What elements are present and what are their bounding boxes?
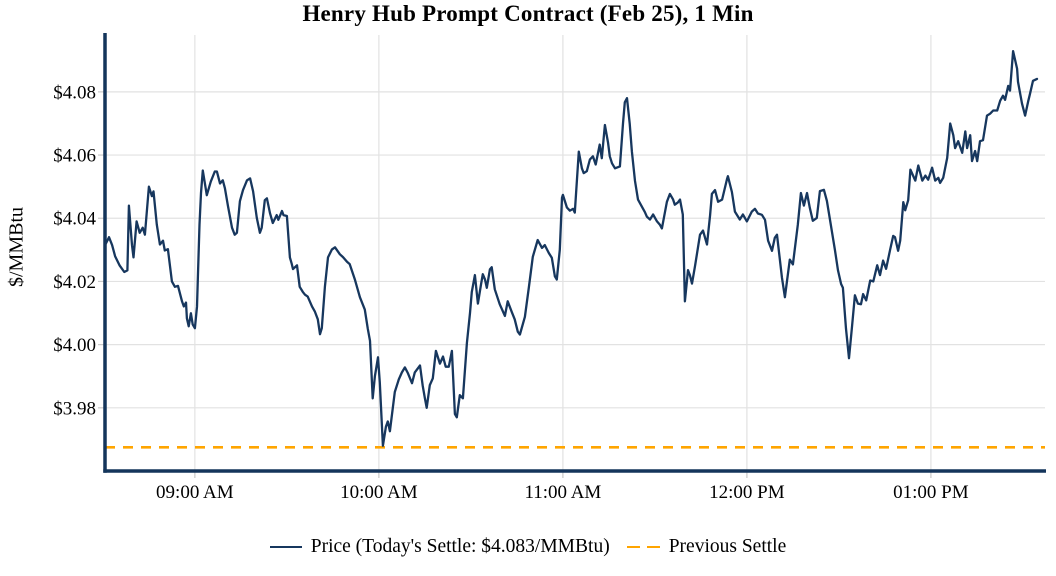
x-tick-label: 12:00 PM [709,482,785,503]
chart-title: Henry Hub Prompt Contract (Feb 25), 1 Mi… [302,1,754,26]
legend-price-label: Price (Today's Settle: $4.083/MMBtu) [310,536,610,557]
legend-prev-settle-label: Previous Settle [668,536,787,557]
x-tick-label: 11:00 AM [524,482,601,503]
price-line [104,49,1039,447]
prev-settle-swatch [626,545,660,549]
y-tick-label: $4.06 [53,146,96,167]
y-tick-label: $4.02 [53,272,96,293]
x-tick-label: 09:00 AM [156,482,234,503]
x-tick-label: 01:00 PM [893,482,969,503]
price-line-swatch [269,545,302,549]
y-tick-label: $4.04 [53,209,96,230]
y-tick-label: $4.00 [53,335,96,356]
x-tick-label: 10:00 AM [340,482,418,503]
y-tick-label: $4.08 [53,82,96,103]
legend: Price (Today's Settle: $4.083/MMBtu) Pre… [0,531,1056,563]
y-tick-label: $3.98 [53,398,96,419]
